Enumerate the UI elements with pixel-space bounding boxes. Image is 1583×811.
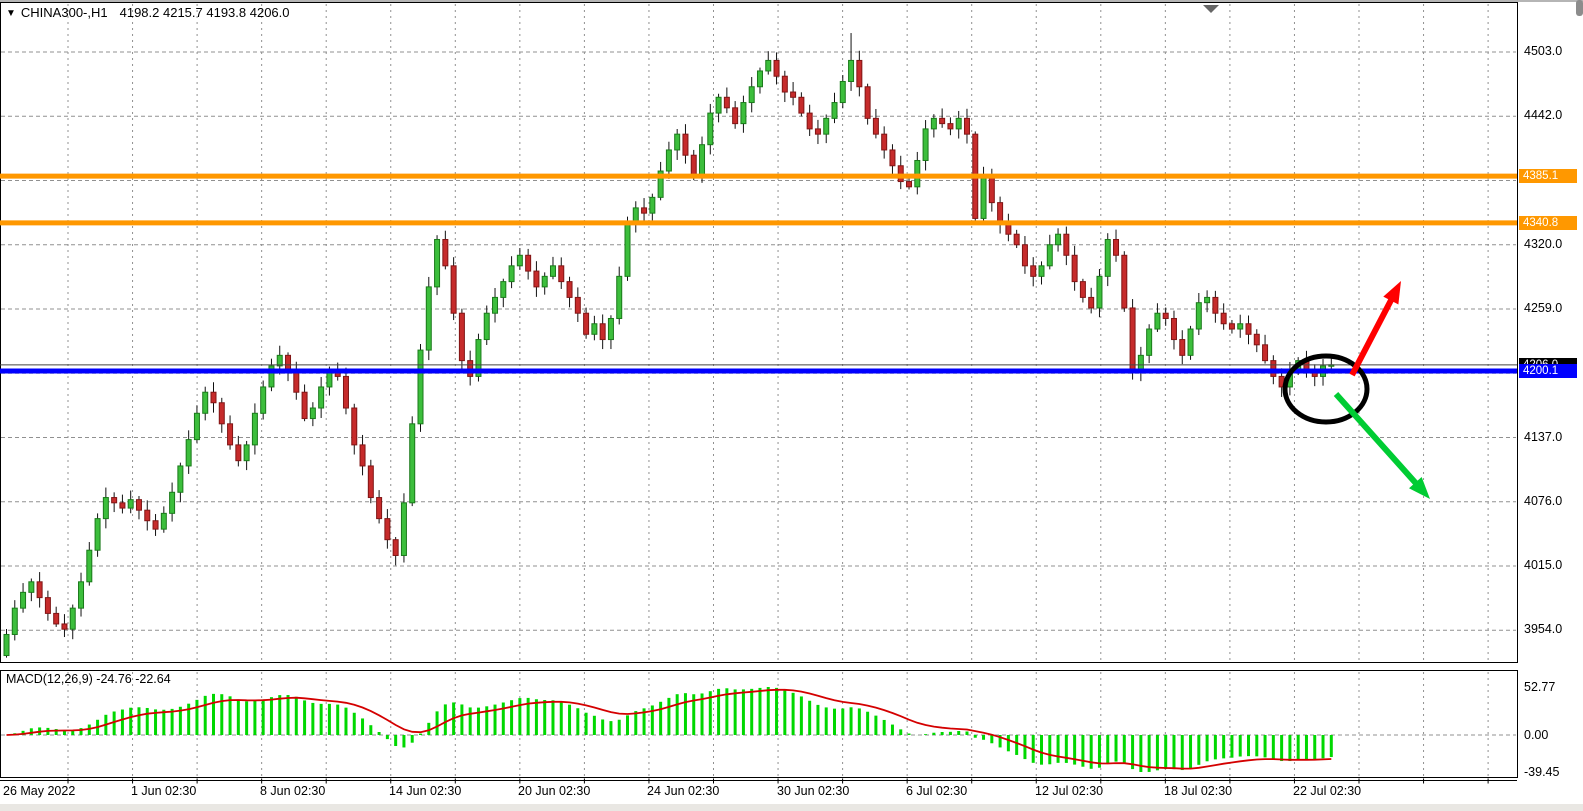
price-axis-label: 4503.0: [1524, 44, 1563, 58]
macd-indicator-label: MACD(12,26,9) -24.76 -22.64: [6, 672, 171, 686]
time-axis-ticks: [0, 778, 1517, 784]
macd-axis-label: 0.00: [1524, 728, 1549, 742]
time-axis-label: 8 Jun 02:30: [260, 784, 326, 798]
ohlc-readout: 4198.2 4215.7 4193.8 4206.0: [119, 5, 290, 20]
macd-layer: [6, 687, 1333, 772]
macd-axis-label: 52.77: [1524, 680, 1556, 694]
time-axis-label: 6 Jul 02:30: [906, 784, 968, 798]
macd-axis-label: -39.45: [1524, 765, 1560, 779]
symbol-timeframe: CHINA300-,H1: [20, 5, 108, 20]
time-axis-label: 30 Jun 02:30: [777, 784, 850, 798]
time-axis-label: 12 Jul 02:30: [1035, 784, 1104, 798]
highlight-ellipse[interactable]: [1282, 353, 1370, 425]
bearish-arrow-head: [1408, 476, 1430, 499]
time-axis-label: 1 Jun 02:30: [131, 784, 197, 798]
time-axis-label: 26 May 2022: [3, 784, 76, 798]
symbol-collapse-icon[interactable]: ▼: [6, 8, 16, 19]
price-axis-label: 4015.0: [1524, 558, 1563, 572]
price-axis-label: 4076.0: [1524, 493, 1563, 508]
price-tag-resistance-2: 4340.8: [1519, 215, 1577, 230]
time-axis-label: 22 Jul 02:30: [1293, 784, 1362, 798]
window-top-edge: [0, 0, 1583, 2]
price-axis-label: 4137.0: [1524, 429, 1563, 444]
bullish-arrow[interactable]: [1349, 295, 1396, 377]
horizontal-levels-layer: [0, 173, 1517, 374]
price-axis-label: 3954.0: [1524, 622, 1563, 637]
candles-layer: [3, 33, 1335, 658]
price-axis-label: 4259.0: [1524, 301, 1563, 315]
chart-title: ▼ CHINA300-,H1 4198.2 4215.7 4193.8 4206.0: [6, 5, 290, 20]
bearish-arrow[interactable]: [1333, 391, 1421, 488]
bullish-arrow-head: [1383, 281, 1401, 305]
annotations-layer[interactable]: [1282, 281, 1430, 499]
scrollbar-corner: [1576, 0, 1583, 16]
price-axis-label: 4442.0: [1524, 108, 1563, 123]
price-axis-label: 4320.0: [1524, 236, 1563, 251]
chart-shift-icon[interactable]: [1203, 5, 1219, 13]
time-axis-label: 20 Jun 02:30: [518, 784, 591, 798]
price-tag-support: 4200.1: [1519, 364, 1577, 379]
time-axis-label: 14 Jun 02:30: [389, 784, 462, 798]
time-axis-label: 18 Jul 02:30: [1164, 784, 1233, 798]
price-tag-resistance-1: 4385.1: [1519, 169, 1577, 184]
time-axis-label: 24 Jun 02:30: [647, 784, 720, 798]
window-bottom-edge: [0, 804, 1583, 811]
